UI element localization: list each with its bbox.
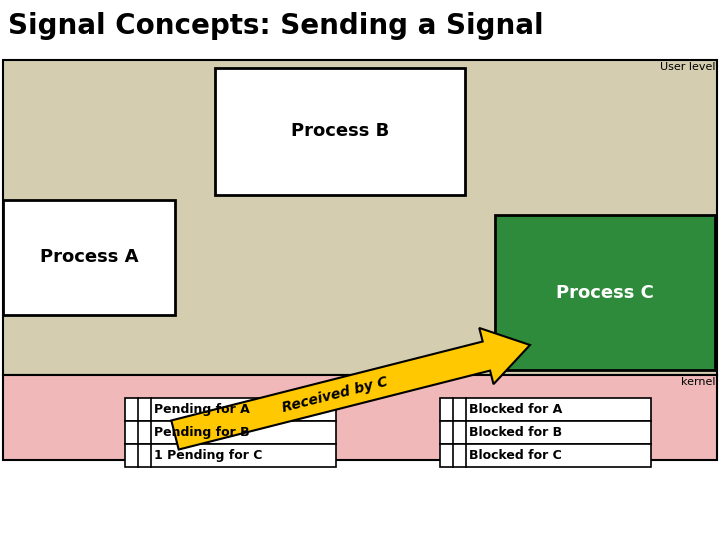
- Text: Blocked for B: Blocked for B: [469, 426, 562, 439]
- Bar: [125, 444, 336, 467]
- Text: kernel: kernel: [680, 377, 715, 387]
- Text: Blocked for A: Blocked for A: [469, 403, 562, 416]
- Text: Process C: Process C: [556, 284, 654, 301]
- Text: Blocked for C: Blocked for C: [469, 449, 562, 462]
- Text: Pending for A: Pending for A: [154, 403, 250, 416]
- Bar: [125, 398, 336, 421]
- Text: Signal Concepts: Sending a Signal: Signal Concepts: Sending a Signal: [8, 12, 544, 40]
- Bar: [3, 60, 717, 375]
- Text: 1 Pending for C: 1 Pending for C: [154, 449, 262, 462]
- Bar: [3, 375, 717, 460]
- Text: User level: User level: [660, 62, 715, 72]
- Bar: [440, 398, 651, 421]
- Text: Process B: Process B: [291, 123, 389, 140]
- Bar: [440, 421, 651, 444]
- Bar: [125, 421, 336, 444]
- FancyArrow shape: [171, 328, 530, 449]
- Text: Process A: Process A: [40, 248, 138, 267]
- Bar: [495, 215, 715, 370]
- Text: Received by C: Received by C: [280, 374, 389, 415]
- Bar: [3, 200, 175, 315]
- Bar: [215, 68, 465, 195]
- Text: Pending for B: Pending for B: [154, 426, 250, 439]
- Bar: [440, 444, 651, 467]
